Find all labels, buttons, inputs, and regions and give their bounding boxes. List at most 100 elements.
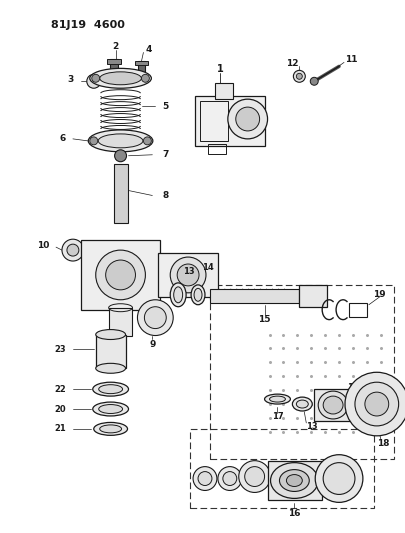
- Circle shape: [322, 463, 354, 495]
- Circle shape: [144, 306, 166, 328]
- Text: 21: 21: [54, 424, 66, 433]
- Circle shape: [67, 244, 79, 256]
- Circle shape: [238, 461, 270, 492]
- Ellipse shape: [94, 423, 127, 435]
- Ellipse shape: [92, 382, 128, 396]
- Ellipse shape: [170, 283, 185, 306]
- Bar: [109, 308, 132, 336]
- Text: 7: 7: [162, 150, 168, 159]
- Circle shape: [309, 77, 318, 85]
- Text: 81J19  4600: 81J19 4600: [51, 20, 125, 30]
- Bar: [107, 59, 120, 64]
- Bar: [113, 164, 127, 223]
- Bar: [135, 61, 148, 66]
- Ellipse shape: [296, 400, 307, 408]
- Circle shape: [87, 74, 100, 88]
- Text: 8: 8: [162, 191, 168, 200]
- Text: 14: 14: [202, 263, 213, 272]
- Circle shape: [92, 74, 100, 82]
- Ellipse shape: [286, 474, 302, 487]
- Bar: [138, 61, 145, 77]
- Circle shape: [177, 264, 198, 286]
- Circle shape: [114, 150, 126, 161]
- Circle shape: [354, 382, 398, 426]
- Circle shape: [193, 466, 216, 490]
- Text: 11: 11: [344, 55, 356, 64]
- Text: 13: 13: [183, 268, 194, 277]
- Ellipse shape: [269, 396, 285, 402]
- Text: 5: 5: [162, 102, 168, 111]
- Bar: [96, 335, 125, 368]
- Text: 16: 16: [288, 509, 300, 518]
- Ellipse shape: [279, 470, 309, 491]
- Circle shape: [235, 107, 259, 131]
- Ellipse shape: [100, 72, 141, 85]
- Bar: [200, 101, 227, 141]
- Circle shape: [293, 70, 305, 82]
- Circle shape: [314, 455, 362, 503]
- Circle shape: [90, 137, 98, 145]
- Text: 14: 14: [346, 383, 358, 392]
- Ellipse shape: [322, 396, 342, 414]
- Text: 3: 3: [68, 75, 74, 84]
- Ellipse shape: [98, 385, 122, 394]
- Bar: [267, 461, 322, 500]
- Ellipse shape: [96, 364, 125, 373]
- Ellipse shape: [194, 288, 202, 301]
- Bar: [214, 83, 232, 99]
- Text: 20: 20: [54, 405, 66, 414]
- Bar: [313, 389, 351, 421]
- Circle shape: [170, 257, 205, 293]
- Bar: [194, 96, 264, 146]
- Circle shape: [62, 239, 83, 261]
- Circle shape: [198, 472, 211, 486]
- Ellipse shape: [100, 425, 121, 433]
- Text: 19: 19: [372, 290, 385, 300]
- Text: 12: 12: [286, 59, 298, 68]
- Ellipse shape: [92, 402, 128, 416]
- Ellipse shape: [96, 329, 125, 340]
- Text: 17: 17: [271, 413, 283, 422]
- Bar: [109, 59, 117, 77]
- Ellipse shape: [264, 394, 290, 404]
- Ellipse shape: [270, 463, 318, 498]
- Ellipse shape: [173, 287, 182, 303]
- Circle shape: [364, 392, 388, 416]
- Ellipse shape: [88, 130, 152, 152]
- Ellipse shape: [90, 68, 151, 88]
- Ellipse shape: [292, 397, 311, 411]
- Bar: [190, 429, 373, 508]
- Circle shape: [344, 372, 405, 436]
- Text: 9: 9: [149, 340, 155, 349]
- Bar: [81, 240, 160, 310]
- Circle shape: [137, 300, 173, 336]
- Bar: [209, 289, 298, 303]
- Bar: [348, 303, 366, 317]
- Circle shape: [222, 472, 236, 486]
- Ellipse shape: [98, 134, 143, 148]
- Text: 15: 15: [258, 315, 270, 324]
- Text: 4: 4: [145, 45, 151, 54]
- Text: 23: 23: [54, 345, 66, 354]
- Circle shape: [96, 250, 145, 300]
- Circle shape: [141, 74, 149, 82]
- Circle shape: [217, 466, 241, 490]
- Text: 1: 1: [216, 64, 223, 75]
- Circle shape: [296, 74, 302, 79]
- Ellipse shape: [191, 285, 205, 305]
- Text: 10: 10: [36, 240, 49, 249]
- Text: 18: 18: [377, 439, 389, 448]
- Circle shape: [227, 99, 267, 139]
- Bar: [207, 144, 225, 154]
- Text: 13: 13: [305, 422, 317, 431]
- Bar: [158, 253, 217, 297]
- Text: 6: 6: [60, 134, 66, 143]
- Circle shape: [105, 260, 135, 290]
- Ellipse shape: [318, 391, 347, 419]
- Bar: [209, 285, 393, 459]
- Text: 22: 22: [54, 385, 66, 394]
- Ellipse shape: [98, 405, 122, 414]
- Text: 2: 2: [112, 42, 118, 51]
- Circle shape: [244, 466, 264, 487]
- Bar: [298, 285, 326, 306]
